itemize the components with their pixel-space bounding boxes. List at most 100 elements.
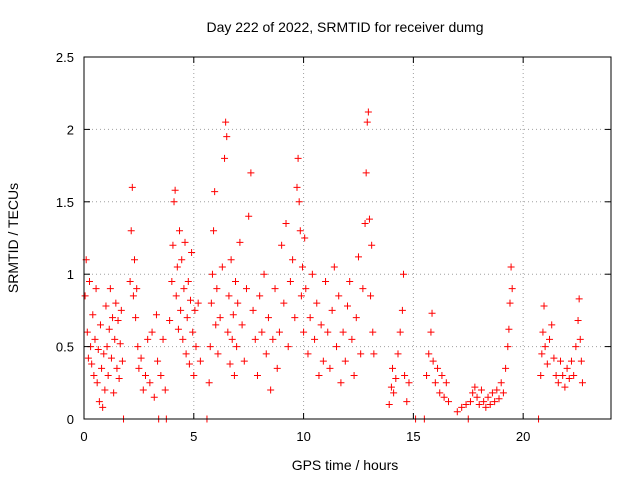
data-point — [289, 256, 297, 264]
data-point — [146, 379, 154, 387]
data-point — [224, 328, 232, 336]
data-point — [475, 401, 483, 409]
data-point — [84, 354, 92, 362]
data-point — [396, 328, 404, 336]
data-point — [563, 364, 571, 372]
data-point — [548, 321, 556, 329]
data-point — [214, 350, 222, 358]
data-point — [403, 398, 411, 406]
data-point — [258, 328, 266, 336]
data-point — [98, 364, 106, 372]
data-point — [436, 389, 444, 397]
data-point — [131, 256, 139, 264]
data-point — [233, 343, 241, 351]
data-point — [168, 277, 176, 285]
data-point — [174, 325, 182, 333]
data-point — [429, 357, 437, 365]
data-point — [181, 238, 189, 246]
data-point — [493, 386, 501, 394]
data-point — [488, 389, 496, 397]
data-point — [118, 357, 126, 365]
data-point — [354, 253, 362, 261]
data-point — [369, 328, 377, 336]
x-tick-label: 20 — [516, 429, 530, 444]
data-point — [297, 292, 305, 300]
data-point — [186, 296, 194, 304]
data-point — [157, 372, 165, 380]
data-point — [565, 374, 573, 382]
data-point — [301, 234, 309, 242]
x-tick-label: 5 — [190, 429, 197, 444]
data-point — [319, 357, 327, 365]
data-point — [543, 360, 551, 368]
data-point — [262, 350, 270, 358]
data-point — [541, 343, 549, 351]
data-point — [387, 383, 395, 391]
y-tick-label: 2.5 — [56, 50, 74, 65]
data-point — [137, 354, 145, 362]
data-point — [554, 379, 562, 387]
data-point — [315, 372, 323, 380]
data-point — [359, 285, 367, 293]
data-point — [96, 321, 104, 329]
data-point — [392, 374, 400, 382]
data-point — [113, 364, 121, 372]
data-point — [88, 360, 96, 368]
data-point — [238, 321, 246, 329]
data-point — [341, 357, 349, 365]
data-point — [253, 372, 261, 380]
data-point — [112, 299, 120, 307]
data-point — [126, 277, 134, 285]
data-point — [228, 335, 236, 343]
data-point — [363, 118, 371, 126]
data-point — [370, 350, 378, 358]
data-point — [179, 335, 187, 343]
data-point — [116, 340, 124, 348]
data-point — [191, 306, 199, 314]
data-point — [326, 364, 334, 372]
data-point — [227, 256, 235, 264]
data-point — [135, 364, 143, 372]
data-point — [245, 212, 253, 220]
data-point — [364, 108, 372, 116]
data-point — [218, 263, 226, 271]
data-point — [282, 220, 290, 228]
data-point — [271, 285, 279, 293]
data-point — [458, 403, 466, 411]
data-point — [572, 343, 580, 351]
data-point — [240, 357, 248, 365]
data-point — [295, 198, 303, 206]
data-point — [504, 343, 512, 351]
data-point — [497, 379, 505, 387]
data-point — [575, 295, 583, 303]
data-point — [172, 292, 180, 300]
data-point — [223, 133, 231, 141]
data-point — [570, 372, 578, 380]
data-point — [486, 401, 494, 409]
data-point — [278, 241, 286, 249]
data-point — [556, 357, 564, 365]
data-point — [357, 350, 365, 358]
data-point — [154, 357, 162, 365]
data-point — [574, 317, 582, 325]
data-point — [185, 360, 193, 368]
data-point — [385, 401, 393, 409]
data-point — [442, 379, 450, 387]
ticks: 0 0.5 1 1.5 2 2.5 0 5 10 15 20 — [56, 50, 611, 444]
data-point — [330, 263, 338, 271]
data-point — [291, 314, 299, 322]
data-point — [102, 302, 110, 310]
data-point — [362, 169, 370, 177]
data-point — [280, 299, 288, 307]
data-point — [275, 328, 283, 336]
data-point — [538, 350, 546, 358]
data-point — [322, 277, 330, 285]
data-point — [308, 270, 316, 278]
data-point — [94, 345, 102, 353]
data-point — [346, 277, 354, 285]
data-point — [333, 343, 341, 351]
data-point — [111, 335, 119, 343]
data-point — [294, 154, 302, 162]
data-point — [473, 393, 481, 401]
x-axis-label: GPS time / hours — [292, 457, 399, 473]
